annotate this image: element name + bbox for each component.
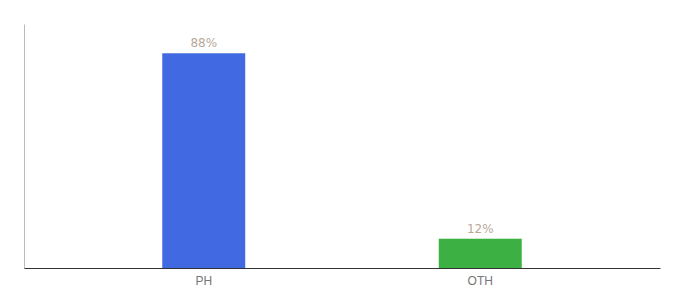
bars <box>162 53 521 268</box>
x-tick-label: OTH <box>468 274 493 288</box>
data-label: 88% <box>190 36 217 50</box>
bar <box>439 239 522 268</box>
plot: PH OTH 88% 12% <box>25 25 661 288</box>
x-axis: PH OTH <box>25 269 661 288</box>
y-axis <box>24 25 25 269</box>
data-label: 12% <box>467 222 494 236</box>
x-axis-line <box>25 268 661 269</box>
x-tick: OTH <box>468 274 493 288</box>
chart: PH OTH 88% 12% <box>0 0 680 300</box>
y-axis-line <box>24 25 25 269</box>
x-tick-label: PH <box>195 274 212 288</box>
x-tick: PH <box>195 274 212 288</box>
data-labels: 88% 12% <box>190 36 493 235</box>
bar <box>162 53 245 268</box>
